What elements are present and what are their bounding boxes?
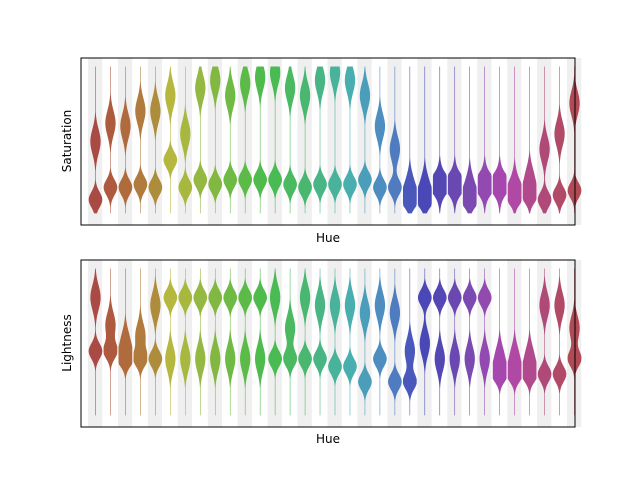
violin-bin_03 xyxy=(134,67,148,214)
violin-bin_05 xyxy=(163,269,177,416)
violin-bin_25 xyxy=(463,67,477,214)
violin-bin_31 xyxy=(553,67,567,214)
violin-bin_01 xyxy=(104,269,118,416)
violin-bin_07 xyxy=(193,269,207,416)
violin-bin_13 xyxy=(283,67,297,214)
violin-bin_09 xyxy=(223,269,237,416)
lightness-violin-chart xyxy=(81,260,581,427)
violin-bin_27 xyxy=(493,67,507,214)
violin-bin_11 xyxy=(253,269,267,416)
violin-bin_19 xyxy=(373,67,387,214)
violin-bin_27 xyxy=(493,269,507,416)
violin-bin_13 xyxy=(283,269,297,416)
lightness-chart-x-axis-label: Hue xyxy=(316,432,340,446)
violin-bin_21 xyxy=(403,269,417,416)
violin-bin_15 xyxy=(313,67,327,214)
violin-bin_03 xyxy=(134,269,148,416)
violin-bin_05 xyxy=(163,67,177,214)
violin-bin_11 xyxy=(253,67,267,214)
violin-bin_25 xyxy=(463,269,477,416)
saturation-chart-x-axis-label: Hue xyxy=(316,231,340,245)
violin-bin_21 xyxy=(403,67,417,214)
violin-bin_17 xyxy=(343,269,357,416)
violin-bin_31 xyxy=(553,269,567,416)
violin-bin_19 xyxy=(373,269,387,416)
violin-bin_15 xyxy=(313,269,327,416)
violin-bin_23 xyxy=(433,67,447,214)
saturation-violin-chart xyxy=(81,58,581,225)
lightness-chart-y-axis-label: Lightness xyxy=(60,314,74,371)
violin-bin_17 xyxy=(343,67,357,214)
violin-bin_29 xyxy=(523,269,537,416)
saturation-chart-y-axis-label: Saturation xyxy=(60,110,74,173)
violin-bin_01 xyxy=(104,67,118,214)
violin-bin_23 xyxy=(433,269,447,416)
violin-bin_29 xyxy=(523,67,537,214)
violin-bin_07 xyxy=(193,67,207,214)
violin-bin_09 xyxy=(223,67,237,214)
